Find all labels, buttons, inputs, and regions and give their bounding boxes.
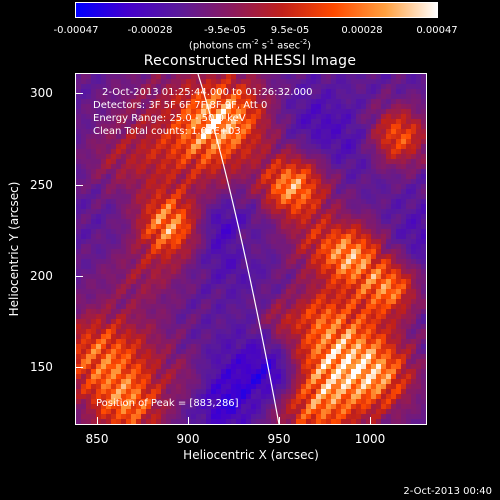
rhessi-heatmap [76,74,426,424]
colorbar-tick-label: 0.00028 [341,25,383,36]
y-tick-mark [75,185,83,186]
x-tick-label: 850 [85,432,109,446]
colorbar-tick-label: -0.00028 [127,25,173,36]
y-tick-label: 150 [30,360,53,374]
y-axis-label: Heliocentric Y (arcsec) [7,181,21,317]
x-tick-label: 900 [176,432,200,446]
footer-timestamp: 2-Oct-2013 00:40 [403,486,492,497]
x-tick-mark [279,417,280,425]
y-tick-mark [75,276,83,277]
clean-counts-label: Clean Total counts: 1.03E+03 [93,126,241,137]
peak-position-label: Position of Peak = [883,286] [96,398,239,409]
colorbar-tick-label: -9.5e-05 [204,25,246,36]
colorbar-tick-label: 0.00047 [416,25,458,36]
colorbar [75,2,438,18]
energy-range-label: Energy Range: 25.0 - 50.0 keV [93,113,246,124]
detectors-label: Detectors: 3F 5F 6F 7F 8F 9F, Att 0 [93,100,268,111]
y-tick-label: 200 [30,269,53,283]
x-tick-mark [188,417,189,425]
image-title: Reconstructed RHESSI Image [143,53,357,69]
y-tick-label: 300 [30,86,53,100]
colorbar-tick-label: -0.00047 [53,25,99,36]
colorbar-tick-label: 9.5e-05 [270,25,310,36]
time-range-label: 2-Oct-2013 01:25:44.000 to 01:26:32.000 [102,87,313,98]
x-axis-label: Heliocentric X (arcsec) [183,448,319,462]
y-tick-label: 250 [30,178,53,192]
colorbar-units: (photons cm-2 s-1 asec-2) [188,38,312,52]
x-tick-mark [370,417,371,425]
y-tick-mark [75,93,83,94]
y-tick-mark [75,367,83,368]
solar-limb-line [197,74,280,424]
x-tick-label: 950 [267,432,291,446]
x-tick-label: 1000 [354,432,386,446]
image-plot: 2-Oct-2013 01:25:44.000 to 01:26:32.000 … [75,73,427,425]
x-tick-mark [97,417,98,425]
